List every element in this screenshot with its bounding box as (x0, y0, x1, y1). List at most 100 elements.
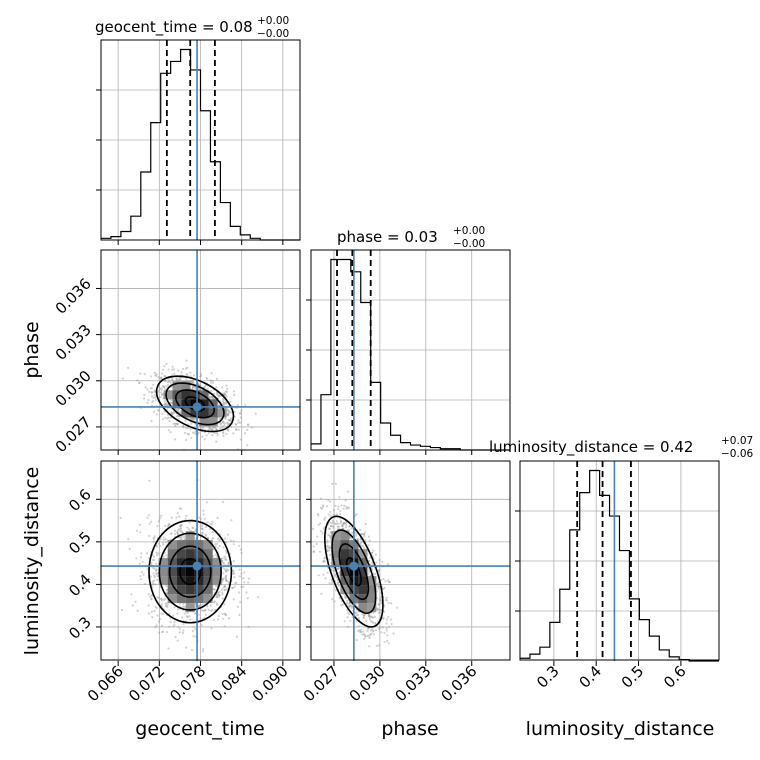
scatter-point (339, 522, 342, 525)
scatter-point (139, 575, 142, 578)
contour-luminosity_distance_vs_geocent_time-2 (158, 532, 222, 611)
scatter-point (179, 529, 183, 532)
scatter-point (211, 537, 214, 540)
scatter-point (184, 517, 187, 520)
scatter-point (386, 579, 390, 582)
scatter-point (239, 416, 242, 419)
scatter-point (341, 525, 344, 528)
scatter-point (179, 410, 182, 413)
scatter-point (169, 381, 173, 384)
scatter-point (341, 527, 344, 530)
scatter-point (151, 401, 154, 404)
contours-luminosity_distance_vs_phase (324, 515, 384, 628)
density-cell (181, 390, 191, 400)
scatter-point (380, 578, 383, 582)
scatter-point (209, 522, 212, 525)
scatter-point (222, 562, 225, 565)
density-cell (167, 549, 177, 559)
scatter-point (168, 625, 171, 628)
scatter-point (212, 381, 215, 384)
scatter-point (160, 377, 163, 380)
scatter-point (164, 375, 167, 378)
scatter-point (159, 517, 162, 520)
scatter-point (200, 609, 203, 612)
scatter-point (185, 378, 188, 381)
scatter-point (231, 569, 234, 572)
scatter-point (173, 532, 177, 536)
scatter-point (230, 417, 233, 420)
scatter-point (152, 399, 155, 402)
scatter-point (387, 642, 390, 645)
scatter-point (166, 417, 169, 420)
scatter-point (226, 413, 229, 416)
scatter-point (376, 582, 379, 586)
scatter-point (149, 375, 153, 378)
scatter-point (209, 427, 212, 430)
scatter-point (329, 510, 332, 514)
scatter-point (217, 591, 220, 594)
scatter-point (216, 603, 219, 607)
scatter-point (181, 531, 184, 534)
scatter-point (224, 569, 227, 572)
scatter-point (375, 561, 378, 564)
xtick-label-geocent_time-2: 0.078 (166, 662, 209, 705)
scatter-point (185, 514, 188, 518)
scatter-point (187, 528, 190, 531)
scatter-point (390, 622, 393, 626)
contour-luminosity_distance_vs_geocent_time-0 (179, 558, 202, 586)
title-phase-plus: +0.00 (453, 225, 485, 237)
scatter-point (148, 534, 151, 538)
scatter-point (369, 556, 372, 559)
scatter-point (329, 525, 332, 528)
scatter-point (326, 549, 329, 552)
scatter-point (238, 575, 241, 578)
scatter-point (223, 422, 226, 425)
scatter-point (225, 568, 228, 571)
scatter-point (215, 440, 218, 443)
scatter-point (368, 539, 371, 542)
scatter-point (244, 432, 247, 435)
scatter-point (168, 380, 172, 383)
scatter-point (335, 522, 338, 525)
scatter-point (369, 574, 372, 577)
scatter-point (349, 536, 352, 539)
scatter-point (178, 627, 181, 630)
scatter-point (345, 505, 348, 508)
scatter-point (367, 627, 370, 630)
scatter-point (327, 499, 330, 502)
scatter-point (162, 385, 165, 388)
scatter-point (176, 533, 179, 536)
scatter-point (200, 374, 203, 377)
scatter-point (191, 526, 194, 529)
scatter-point (359, 630, 363, 634)
scatter-point (164, 541, 167, 544)
scatter-point (339, 521, 343, 524)
density-cell (203, 549, 213, 559)
scatter-point (242, 585, 245, 588)
scatter-point (227, 411, 230, 414)
xtick-label-luminosity_distance-2: 0.5 (618, 662, 648, 692)
scatter-point (175, 516, 178, 519)
scatter-point (225, 384, 228, 387)
panel-borders (100, 39, 720, 661)
scatter-point (226, 423, 229, 426)
scatter-point (212, 588, 215, 591)
scatter-point (347, 506, 350, 509)
scatter-point (325, 505, 329, 508)
scatter-point (153, 394, 156, 397)
scatter-point (211, 428, 214, 431)
density-cell (176, 558, 186, 568)
density-cell (203, 585, 213, 595)
scatter-point (348, 525, 351, 528)
density-cell (358, 576, 368, 586)
scatter-point (166, 604, 169, 607)
scatter-point (174, 438, 177, 441)
scatter-point (377, 608, 380, 611)
scatter-point (341, 524, 344, 528)
scatter-point (154, 605, 157, 608)
scatter-point (161, 630, 164, 633)
scatter-point (203, 438, 206, 441)
density-cell (167, 585, 177, 595)
scatter-point (202, 648, 205, 651)
scatter-point (206, 387, 209, 390)
